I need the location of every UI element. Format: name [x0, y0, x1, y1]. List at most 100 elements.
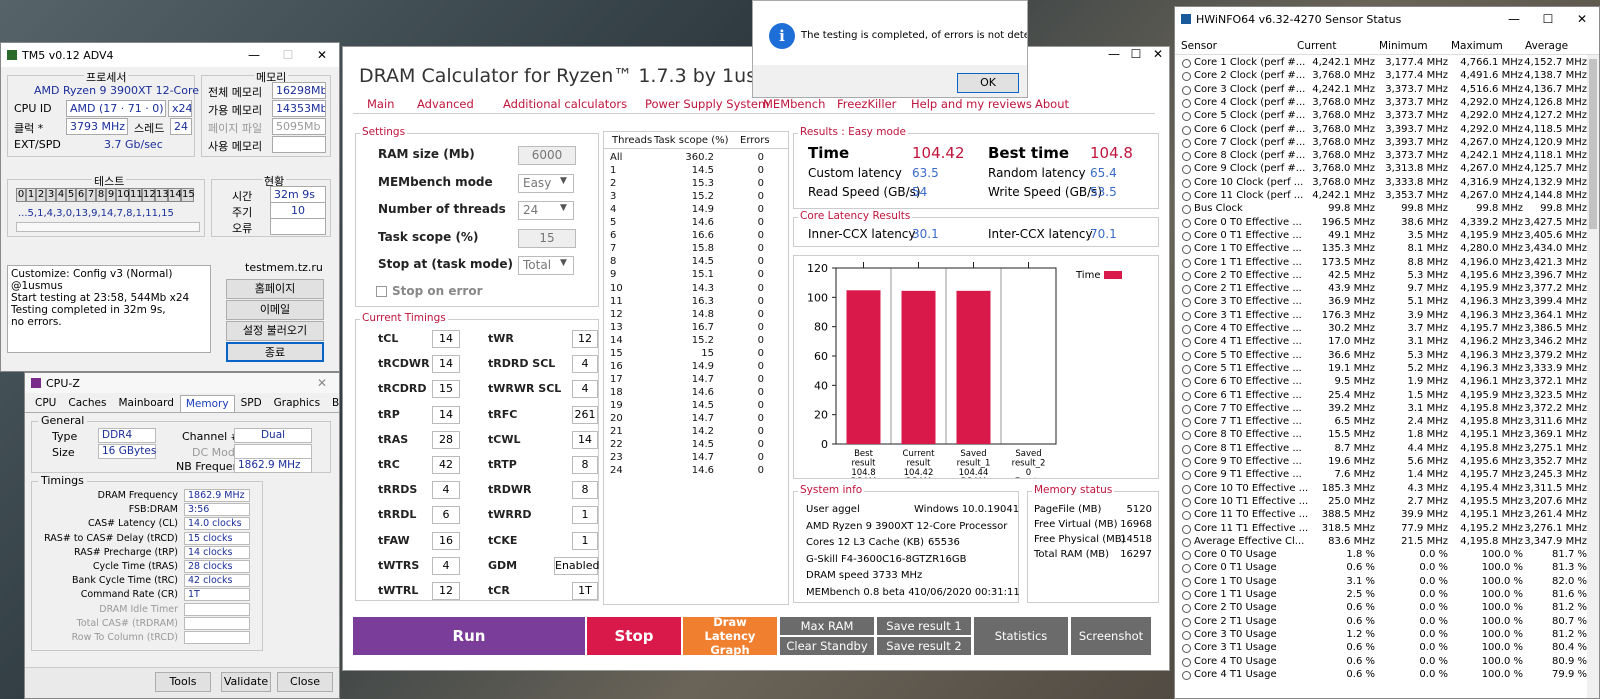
hwinfo-row[interactable]: Core 0 T1 Effective ... 49.1 MHz 3.5 MHz 4,… [1175, 230, 1587, 243]
hwinfo-row[interactable]: Core 2 T0 Effective ... 42.5 MHz 5.3 MHz 4,… [1175, 270, 1587, 283]
tab-cpu[interactable]: CPU [35, 397, 57, 409]
screenshot-button[interactable]: Screenshot [1071, 617, 1151, 655]
hwinfo-row[interactable]: Core 3 T0 Usage 1.2 % 0.0 % 100.0 % 81.2 % [1175, 629, 1587, 642]
ok-button[interactable]: OK [957, 73, 1019, 93]
hwinfo-row[interactable]: Core 0 T1 Usage 0.6 % 0.0 % 100.0 % 81.3 % [1175, 562, 1587, 575]
menu-help-and-my-reviews[interactable]: Help and my reviews [911, 97, 1032, 111]
hwinfo-row[interactable]: Core 3 T1 Usage 0.6 % 0.0 % 100.0 % 80.4 % [1175, 642, 1587, 655]
hwinfo-row[interactable]: Core 8 T1 Effective ... 8.7 MHz 4.4 MHz 4,1… [1175, 443, 1587, 456]
maximize-icon[interactable]: ☐ [1542, 12, 1554, 26]
save-result-2-button[interactable]: Save result 2 [877, 637, 971, 655]
menu-membench[interactable]: MEMbench [763, 97, 826, 111]
hwinfo-row[interactable]: Core 1 T0 Effective ... 135.3 MHz 8.1 MHz 4… [1175, 243, 1587, 256]
hwinfo-row[interactable]: Core 0 T0 Usage 1.8 % 0.0 % 100.0 % 81.7 % [1175, 549, 1587, 562]
save-result-1-button[interactable]: Save result 1 [877, 617, 971, 635]
hwinfo-row[interactable]: Core 2 Clock (perf #... 3,768.0 MHz 3,177.… [1175, 70, 1587, 83]
hwinfo-row[interactable]: Core 7 T0 Effective ... 39.2 MHz 3.1 MHz 4,… [1175, 403, 1587, 416]
setting-field[interactable]: 15 [518, 228, 576, 248]
maximize-icon[interactable]: ☐ [1130, 47, 1142, 61]
setting-dropdown[interactable]: Total [518, 256, 574, 275]
hwinfo-row[interactable]: Core 11 T1 Effective ... 318.5 MHz 77.9 MH… [1175, 523, 1587, 536]
hwinfo-row[interactable]: Core 1 T1 Usage 2.5 % 0.0 % 100.0 % 81.6 % [1175, 589, 1587, 602]
hwinfo-row[interactable]: Core 2 T0 Usage 0.6 % 0.0 % 100.0 % 81.2 % [1175, 602, 1587, 615]
setting-field[interactable]: 6000 [518, 146, 576, 165]
setting-dropdown[interactable]: 24 [518, 201, 574, 220]
hwinfo-row[interactable]: Core 4 T1 Usage 0.6 % 0.0 % 100.0 % 79.9 % [1175, 669, 1587, 682]
hwinfo-row[interactable]: Core 5 Clock (perf #... 3,768.0 MHz 3,373.… [1175, 110, 1587, 123]
hwinfo-row[interactable]: Core 10 T1 Effective ... 25.0 MHz 2.7 MHz 4… [1175, 496, 1587, 509]
hwinfo-row[interactable]: Core 5 T0 Effective ... 36.6 MHz 5.3 MHz 4,… [1175, 350, 1587, 363]
hwinfo-column-header[interactable]: Sensor [1181, 40, 1217, 52]
close-button[interactable]: Close [277, 672, 333, 692]
hwinfo-row[interactable]: Core 7 Clock (perf #... 3,768.0 MHz 3,393.… [1175, 137, 1587, 150]
maximize-icon[interactable]: ☐ [282, 48, 294, 62]
hwinfo-row[interactable]: Core 1 T1 Effective ... 173.5 MHz 8.8 MHz 4… [1175, 257, 1587, 270]
log-box[interactable]: Customize: Config v3 (Normal) @1usmus St… [7, 265, 211, 353]
menu-about[interactable]: About [1035, 97, 1070, 111]
tab-bench[interactable]: Bench [332, 397, 340, 409]
load-config-button[interactable]: 설정 불러오기 [226, 321, 324, 341]
hwinfo-row[interactable]: Core 1 T0 Usage 3.1 % 0.0 % 100.0 % 82.0 % [1175, 576, 1587, 589]
tab-mainboard[interactable]: Mainboard [118, 397, 174, 409]
max-ram-button[interactable]: Max RAM [780, 617, 874, 635]
hwinfo-row[interactable]: Core 6 T1 Effective ... 25.4 MHz 1.5 MHz 4,… [1175, 390, 1587, 403]
hwinfo-row[interactable]: Core 6 T0 Effective ... 9.5 MHz 1.9 MHz 4,1… [1175, 376, 1587, 389]
hwinfo-row[interactable]: Core 5 T1 Effective ... 19.1 MHz 5.2 MHz 4,… [1175, 363, 1587, 376]
hwinfo-row[interactable]: Core 4 T0 Effective ... 30.2 MHz 3.7 MHz 4,… [1175, 323, 1587, 336]
hwinfo-titlebar[interactable]: HWiNFO64 v6.32-4270 Sensor Status — ☐ ✕ [1175, 7, 1599, 31]
hwinfo-row[interactable]: Core 9 T0 Effective ... 19.6 MHz 5.6 MHz 4,… [1175, 456, 1587, 469]
close-icon[interactable]: ✕ [316, 48, 328, 62]
tab-spd[interactable]: SPD [240, 397, 262, 409]
hwinfo-row[interactable]: Core 11 T0 Effective ... 388.5 MHz 39.9 MH… [1175, 509, 1587, 522]
scrollbar-thumb[interactable] [1589, 59, 1597, 229]
hwinfo-row[interactable]: Core 3 T1 Effective ... 176.3 MHz 3.9 MHz 4… [1175, 310, 1587, 323]
minimize-icon[interactable]: — [1108, 47, 1120, 61]
minimize-icon[interactable]: — [248, 48, 260, 62]
draw-latency-graph-button[interactable]: Draw Latency Graph [683, 615, 777, 657]
homepage-button[interactable]: 홈페이지 [226, 279, 324, 299]
tab-caches[interactable]: Caches [68, 397, 107, 409]
run-button[interactable]: Run [353, 617, 585, 655]
minimize-icon[interactable]: — [1508, 12, 1520, 26]
statistics-button[interactable]: Statistics [974, 617, 1068, 655]
hwinfo-row[interactable]: Core 3 T0 Effective ... 36.9 MHz 5.1 MHz 4,… [1175, 296, 1587, 309]
hwinfo-row[interactable]: Core 9 T1 Effective ... 7.6 MHz 1.4 MHz 4,1… [1175, 469, 1587, 482]
hwinfo-row[interactable]: Core 6 Clock (perf #... 3,768.0 MHz 3,393.… [1175, 124, 1587, 137]
hwinfo-row[interactable]: Core 7 T1 Effective ... 6.5 MHz 2.4 MHz 4,1… [1175, 416, 1587, 429]
hwinfo-scrollbar[interactable] [1587, 55, 1599, 698]
exit-button[interactable]: 종료 [226, 342, 324, 362]
tab-memory[interactable]: Memory [179, 395, 235, 412]
hwinfo-row[interactable]: Bus Clock 99.8 MHz 99.8 MHz 99.8 MHz 99.8 MH… [1175, 203, 1587, 216]
hwinfo-row[interactable]: Core 9 Clock (perf #... 3,768.0 MHz 3,313.… [1175, 163, 1587, 176]
menu-freezkiller[interactable]: FreezKiller [837, 97, 897, 111]
hwinfo-row[interactable]: Core 3 Clock (perf #... 4,242.1 MHz 3,373.… [1175, 84, 1587, 97]
close-icon[interactable]: ✕ [1152, 47, 1164, 61]
hwinfo-column-header[interactable]: Minimum [1379, 40, 1428, 52]
hwinfo-column-header[interactable]: Maximum [1451, 40, 1503, 52]
hwinfo-row[interactable]: Core 2 T1 Effective ... 43.9 MHz 9.7 MHz 4,… [1175, 283, 1587, 296]
stop-on-error-checkbox[interactable] [376, 286, 387, 297]
close-icon[interactable]: ✕ [1576, 12, 1588, 26]
hwinfo-row[interactable]: Core 2 T1 Usage 0.6 % 0.0 % 100.0 % 80.7 % [1175, 616, 1587, 629]
hwinfo-row[interactable]: Average Effective Cl... 83.6 MHz 21.5 MHz 4… [1175, 536, 1587, 549]
stop-button[interactable]: Stop [587, 617, 681, 655]
menu-advanced[interactable]: Advanced [417, 97, 474, 111]
hwinfo-row[interactable]: Core 8 T0 Effective ... 15.5 MHz 1.8 MHz 4,… [1175, 429, 1587, 442]
hwinfo-row[interactable]: Core 1 Clock (perf #... 4,242.1 MHz 3,177.… [1175, 57, 1587, 70]
hwinfo-row[interactable]: Core 10 Clock (perf ... 3,768.0 MHz 3,333.… [1175, 177, 1587, 190]
setting-dropdown[interactable]: Easy [518, 173, 574, 193]
hwinfo-row[interactable]: Core 10 T0 Effective ... 185.3 MHz 4.3 MHz… [1175, 483, 1587, 496]
hwinfo-row[interactable]: Core 4 T1 Effective ... 17.0 MHz 3.1 MHz 4,… [1175, 336, 1587, 349]
tools-button[interactable]: Tools [155, 672, 211, 692]
hwinfo-row[interactable]: Core 4 Clock (perf #... 3,768.0 MHz 3,373.… [1175, 97, 1587, 110]
close-icon[interactable]: ✕ [316, 376, 328, 390]
tab-graphics[interactable]: Graphics [273, 397, 321, 409]
hwinfo-row[interactable]: Core 11 Clock (perf ... 4,242.1 MHz 3,353.… [1175, 190, 1587, 203]
cpuz-titlebar[interactable]: CPU-Z ✕ [25, 373, 339, 393]
hwinfo-row[interactable]: Core 8 Clock (perf #... 3,768.0 MHz 3,373.… [1175, 150, 1587, 163]
tm5-titlebar[interactable]: TM5 v0.12 ADV4 — ☐ ✕ [1, 43, 339, 67]
hwinfo-column-header[interactable]: Average [1525, 40, 1569, 52]
menu-power-supply-system[interactable]: Power Supply System [645, 97, 770, 111]
validate-button[interactable]: Validate [221, 672, 271, 692]
hwinfo-column-header[interactable]: Current [1297, 40, 1337, 52]
